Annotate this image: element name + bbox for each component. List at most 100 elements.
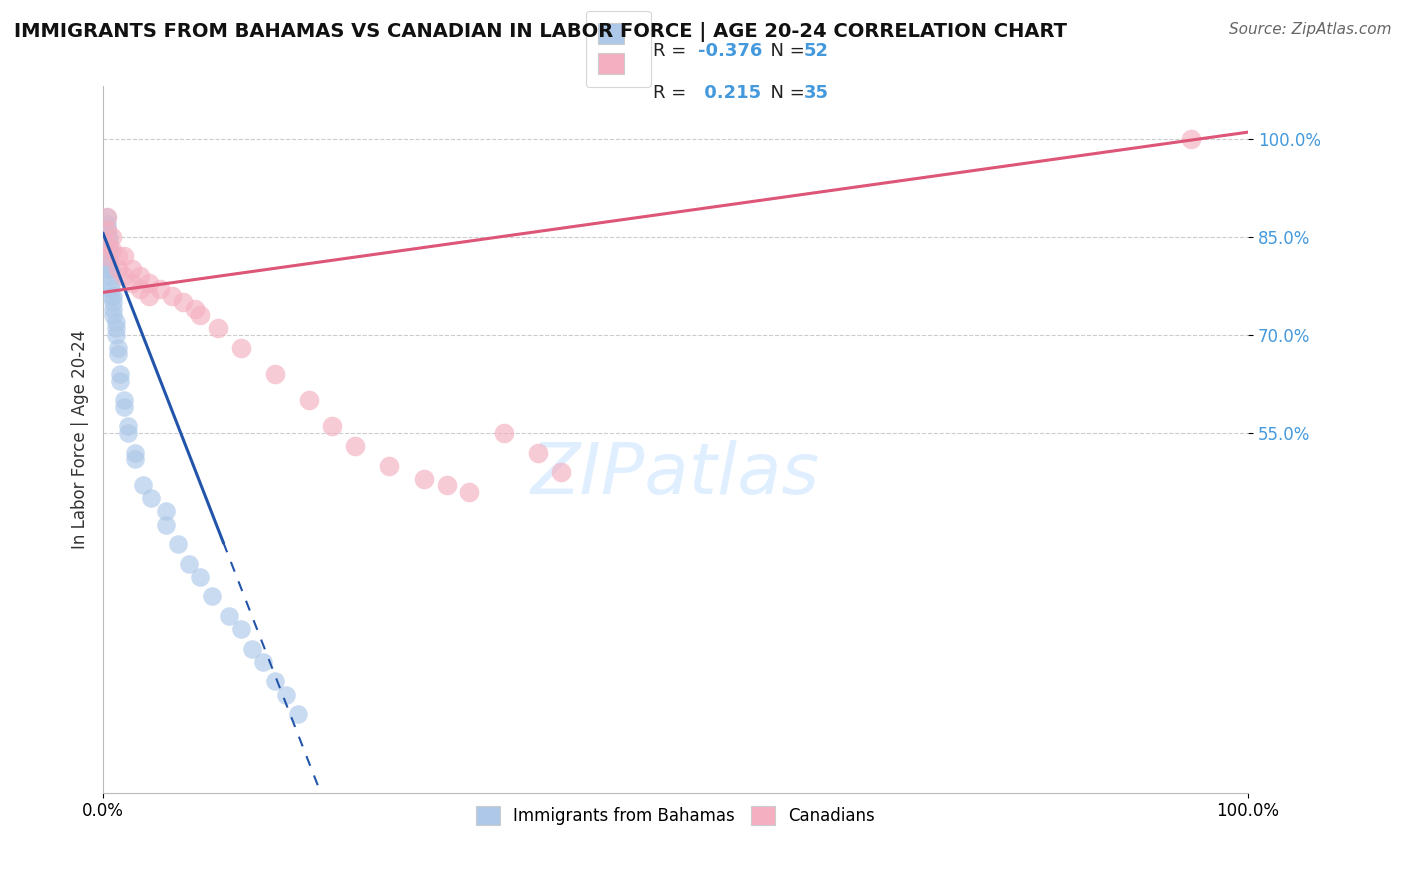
Point xyxy=(100,282,122,296)
Point xyxy=(117,419,139,434)
Point xyxy=(190,570,212,584)
Point xyxy=(141,491,163,506)
Point xyxy=(172,295,194,310)
Point xyxy=(155,517,177,532)
Point xyxy=(110,374,132,388)
Point xyxy=(96,223,118,237)
Point xyxy=(96,236,118,251)
Point xyxy=(103,301,125,316)
Point xyxy=(107,347,129,361)
Point xyxy=(104,315,127,329)
Point xyxy=(107,249,129,263)
Point xyxy=(100,288,122,302)
Text: ZIPatlas: ZIPatlas xyxy=(531,441,820,509)
Point xyxy=(550,465,572,479)
Point xyxy=(436,478,458,492)
Text: R =: R = xyxy=(654,42,692,60)
Point xyxy=(96,217,118,231)
Point xyxy=(412,472,434,486)
Point xyxy=(97,249,120,263)
Text: -0.376: -0.376 xyxy=(699,42,762,60)
Point xyxy=(160,288,183,302)
Point xyxy=(103,295,125,310)
Point xyxy=(229,622,252,636)
Point xyxy=(177,557,200,571)
Point xyxy=(132,478,155,492)
Point xyxy=(183,301,205,316)
Text: IMMIGRANTS FROM BAHAMAS VS CANADIAN IN LABOR FORCE | AGE 20-24 CORRELATION CHART: IMMIGRANTS FROM BAHAMAS VS CANADIAN IN L… xyxy=(14,22,1067,42)
Point xyxy=(218,609,240,624)
Point xyxy=(124,445,146,459)
Point xyxy=(112,249,135,263)
Point xyxy=(112,268,135,283)
Point xyxy=(229,341,252,355)
Point xyxy=(343,439,366,453)
Point xyxy=(97,256,120,270)
Point xyxy=(112,393,135,408)
Point xyxy=(155,504,177,518)
Point xyxy=(128,268,150,283)
Point xyxy=(101,229,124,244)
Point xyxy=(97,229,120,244)
Point xyxy=(103,308,125,322)
Point xyxy=(100,262,122,277)
Point xyxy=(276,688,298,702)
Point xyxy=(1180,131,1202,145)
Point xyxy=(240,641,263,656)
Point xyxy=(287,707,309,722)
Point xyxy=(252,655,274,669)
Text: Source: ZipAtlas.com: Source: ZipAtlas.com xyxy=(1229,22,1392,37)
Point xyxy=(492,425,515,440)
Text: 0.215: 0.215 xyxy=(699,84,761,102)
Point xyxy=(100,276,122,290)
Point xyxy=(149,282,172,296)
Point xyxy=(201,590,224,604)
Point xyxy=(107,262,129,277)
Point xyxy=(110,367,132,381)
Text: N =: N = xyxy=(759,42,810,60)
Point xyxy=(458,484,481,499)
Text: 35: 35 xyxy=(804,84,828,102)
Text: 52: 52 xyxy=(804,42,828,60)
Point xyxy=(121,262,143,277)
Point xyxy=(190,308,212,322)
Point xyxy=(263,367,285,381)
Point xyxy=(96,236,118,251)
Point xyxy=(96,229,118,244)
Point xyxy=(97,262,120,277)
Point xyxy=(101,243,124,257)
Point xyxy=(112,400,135,414)
Y-axis label: In Labor Force | Age 20-24: In Labor Force | Age 20-24 xyxy=(72,330,89,549)
Point xyxy=(124,452,146,467)
Point xyxy=(97,243,120,257)
Text: N =: N = xyxy=(759,84,810,102)
Point xyxy=(207,321,229,335)
Point xyxy=(128,282,150,296)
Point xyxy=(121,276,143,290)
Point xyxy=(527,445,550,459)
Legend: Immigrants from Bahamas, Canadians: Immigrants from Bahamas, Canadians xyxy=(468,797,883,834)
Point xyxy=(104,321,127,335)
Point xyxy=(138,276,160,290)
Point xyxy=(298,393,321,408)
Point xyxy=(104,327,127,342)
Point xyxy=(96,223,118,237)
Point xyxy=(321,419,343,434)
Point xyxy=(107,341,129,355)
Point xyxy=(96,236,118,251)
Point xyxy=(96,249,118,263)
Point xyxy=(96,210,118,224)
Point xyxy=(96,210,118,224)
Point xyxy=(263,674,285,689)
Point xyxy=(100,268,122,283)
Point xyxy=(96,223,118,237)
Point xyxy=(166,537,188,551)
Point xyxy=(96,243,118,257)
Point xyxy=(378,458,401,473)
Point xyxy=(103,288,125,302)
Text: R =: R = xyxy=(654,84,692,102)
Point xyxy=(117,425,139,440)
Point xyxy=(97,243,120,257)
Point xyxy=(138,288,160,302)
Point xyxy=(97,236,120,251)
